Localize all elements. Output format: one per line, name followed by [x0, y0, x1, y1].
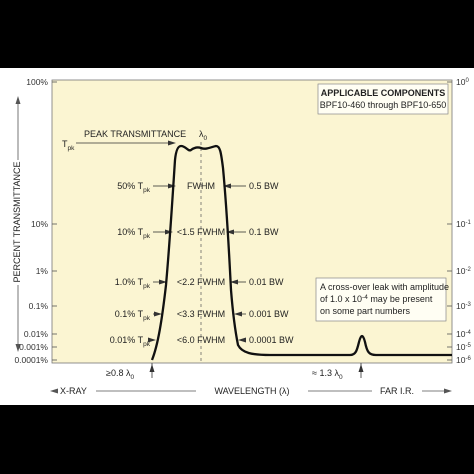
level-bandwidth: 0.001 BW	[249, 309, 289, 319]
y-axis-label: PERCENT TRANSMITTANCE	[12, 161, 22, 282]
level-width: <6.0 FWHM	[177, 335, 225, 345]
level-row: 0.1% Tpk <3.3 FWHM 0.001 BW	[115, 309, 289, 322]
left-marker-label: ≥0.8 λ0	[106, 368, 134, 381]
level-bandwidth: 0.01 BW	[249, 277, 284, 287]
peak-arrow-head	[168, 140, 176, 146]
level-row: 1.0% Tpk <2.2 FWHM 0.01 BW	[115, 277, 284, 290]
lambda0-label: λ0	[199, 129, 208, 142]
y-tick-left: 10%	[31, 219, 48, 229]
components-title: APPLICABLE COMPONENTS	[321, 88, 446, 98]
y-tick-right: 10-3	[456, 301, 471, 311]
y-tick-right: 10-4	[456, 329, 471, 339]
x-region-right-arrow-head	[444, 388, 452, 394]
leak-note-box	[315, 277, 447, 322]
level-percent: 50% Tpk	[117, 181, 150, 194]
level-width: <3.3 FWHM	[177, 309, 225, 319]
y-tick-left: 100%	[26, 77, 48, 87]
level-bandwidth: 0.1 BW	[249, 227, 279, 237]
level-percent: 1.0% Tpk	[115, 277, 151, 290]
y-tick-left: 0.0001%	[14, 355, 48, 365]
level-row: 0.01% Tpk <6.0 FWHM 0.0001 BW	[110, 335, 294, 348]
level-row: 50% Tpk FWHM 0.5 BW	[117, 181, 279, 194]
y-ticks-left: 100% 10% 1% 0.1% 0.01% 0.001% 0.0001%	[14, 77, 57, 365]
y-tick-right: 10-2	[456, 266, 471, 276]
x-axis-label: WAVELENGTH (λ)	[214, 386, 289, 396]
transmission-curve	[150, 144, 452, 361]
left-marker-arrow	[149, 364, 155, 372]
level-width: <2.2 FWHM	[177, 277, 225, 287]
level-arrow-right-head	[223, 183, 231, 189]
y-tick-left: 0.01%	[24, 329, 49, 339]
level-arrow-right-head	[230, 279, 238, 285]
y-label-arrow-up-head	[15, 96, 21, 104]
components-box	[317, 83, 449, 115]
x-region-left-label: X-RAY	[60, 386, 87, 396]
x-region-right-label: FAR I.R.	[380, 386, 414, 396]
y-ticks-right: 100 10-1 10-2 10-3 10-4 10-5 10-6	[447, 77, 471, 365]
level-percent: 10% Tpk	[117, 227, 150, 240]
level-arrow-left-head	[154, 311, 162, 317]
y-tick-right: 10-5	[456, 342, 471, 352]
level-arrow-right-head	[226, 229, 234, 235]
y-tick-right: 10-6	[456, 355, 471, 365]
level-percent: 0.01% Tpk	[110, 335, 151, 348]
y-tick-left: 0.001%	[19, 342, 48, 352]
tpk-label: Tpk	[62, 139, 75, 152]
components-text: BPF10-460 through BPF10-650	[320, 100, 447, 110]
level-arrow-right-head	[238, 337, 246, 343]
level-width: FWHM	[187, 181, 215, 191]
x-region-left-arrow-head	[50, 388, 58, 394]
y-label-arrow-down-head	[15, 344, 21, 352]
level-arrow-left-head	[165, 229, 173, 235]
level-arrow-right-head	[234, 311, 242, 317]
level-percent: 0.1% Tpk	[115, 309, 151, 322]
y-tick-left: 1%	[36, 266, 49, 276]
level-bandwidth: 0.0001 BW	[249, 335, 294, 345]
leak-note-line3: on some part numbers	[320, 306, 411, 316]
level-width: <1.5 FWHM	[177, 227, 225, 237]
level-arrow-left-head	[159, 279, 167, 285]
level-arrow-left-head	[148, 337, 156, 343]
right-marker-arrow	[358, 364, 364, 372]
level-arrow-left-head	[168, 183, 176, 189]
leak-note-line1: A cross-over leak with amplitude	[320, 282, 449, 292]
right-marker-label: ≈ 1.3 λ0	[312, 368, 343, 381]
y-tick-left: 0.1%	[29, 301, 49, 311]
level-bandwidth: 0.5 BW	[249, 181, 279, 191]
level-row: 10% Tpk <1.5 FWHM 0.1 BW	[117, 227, 279, 240]
y-tick-right: 10-1	[456, 219, 471, 229]
leak-note-line2: of 1.0 x 10-4 may be present	[320, 294, 433, 304]
peak-transmittance-label: PEAK TRANSMITTANCE	[84, 129, 186, 139]
y-tick-right: 100	[456, 77, 469, 87]
